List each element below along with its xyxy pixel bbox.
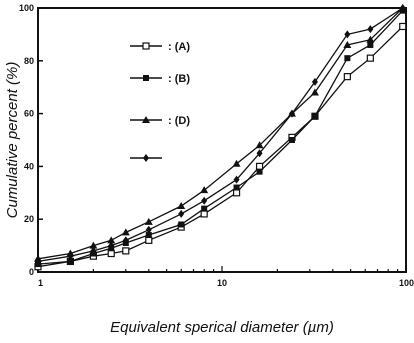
data-point — [233, 175, 240, 184]
data-point — [145, 225, 152, 234]
data-point — [344, 55, 351, 62]
y-tick-label: 20 — [24, 214, 34, 224]
data-point — [143, 154, 149, 162]
data-point — [142, 42, 150, 50]
series-layer — [34, 4, 407, 271]
data-point — [145, 236, 153, 244]
data-point — [343, 40, 352, 48]
data-point — [67, 258, 74, 265]
data-point — [89, 241, 98, 249]
data-point — [310, 88, 319, 96]
data-point — [67, 252, 74, 261]
y-tick-label: 80 — [24, 56, 34, 66]
data-point — [107, 236, 116, 244]
data-point — [90, 246, 97, 255]
legend-item: : (B) — [130, 73, 190, 85]
data-point — [367, 41, 374, 48]
legend: : (A) : (B) : (D) — [130, 41, 190, 162]
data-point — [122, 236, 129, 245]
data-point — [344, 30, 351, 39]
data-point — [367, 25, 374, 34]
series-4 — [35, 4, 406, 266]
data-point — [255, 141, 264, 149]
legend-item — [130, 154, 162, 162]
y-tick-label: 100 — [19, 3, 34, 13]
y-axis-title: Cumulative percent (%) — [4, 62, 21, 219]
x-tick-label: 100 — [399, 278, 414, 288]
data-point — [399, 22, 407, 31]
legend-item: : (D) — [130, 115, 190, 127]
series-line — [37, 10, 404, 265]
data-point — [178, 221, 185, 228]
data-point — [145, 232, 152, 239]
data-point — [343, 73, 351, 81]
data-point — [108, 241, 115, 250]
data-point — [255, 162, 264, 170]
data-point — [200, 186, 209, 194]
data-point — [107, 249, 115, 258]
legend-label: : (B) — [168, 73, 190, 85]
y-tick-label: 60 — [24, 109, 34, 119]
y-tick-label: 40 — [24, 161, 34, 171]
data-point — [201, 205, 208, 212]
x-axis-title: Equivalent sperical diameter (µm) — [110, 319, 334, 336]
data-point — [232, 189, 241, 197]
data-point — [311, 113, 318, 120]
data-point — [200, 210, 208, 218]
data-point — [178, 209, 185, 218]
legend-item: : (A) — [130, 41, 190, 53]
x-tick-label: 10 — [217, 278, 227, 288]
data-point — [256, 168, 263, 175]
data-point — [366, 54, 374, 62]
data-point — [177, 202, 186, 209]
data-point — [256, 149, 263, 158]
data-point — [144, 217, 153, 225]
data-point — [201, 196, 208, 205]
data-point — [143, 75, 149, 81]
data-point — [232, 159, 241, 167]
series-3 — [34, 4, 407, 262]
data-point — [233, 184, 240, 191]
data-point — [288, 109, 295, 118]
data-point — [35, 257, 41, 266]
data-point — [142, 116, 150, 123]
series-line — [37, 26, 404, 268]
data-point — [121, 228, 130, 236]
legend-label: : (A) — [168, 41, 190, 53]
data-point — [122, 247, 130, 255]
data-point — [366, 35, 375, 43]
axis-ticks: 0 20 40 60 80 100 1 10 100 — [19, 3, 414, 288]
y-tick-label: 0 — [29, 267, 34, 277]
data-point — [288, 137, 295, 143]
data-point — [311, 77, 318, 86]
x-tick-label: 1 — [38, 278, 43, 288]
legend-label: : (D) — [168, 115, 190, 127]
data-point — [399, 4, 406, 12]
